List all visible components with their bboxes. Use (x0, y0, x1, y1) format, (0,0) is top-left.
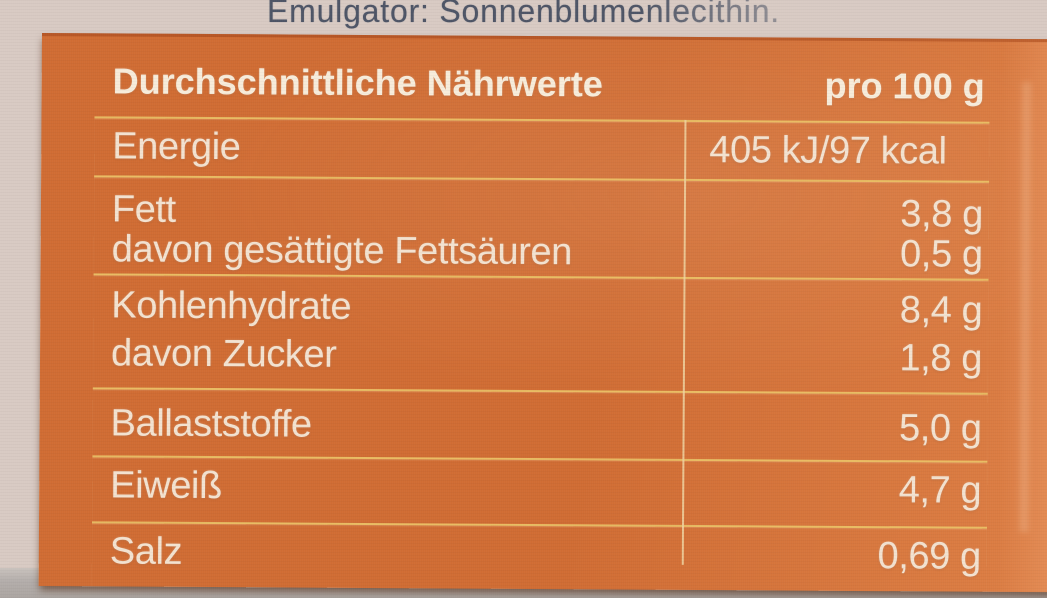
nutrient-value: 4,7 g (898, 468, 982, 512)
nutrient-value: 405 kJ/97 kcal (709, 128, 947, 173)
per-100g-label: pro 100 g (824, 64, 985, 107)
nutrient-value: 0,69 g (877, 534, 981, 578)
nutrient-row: Salz 0,69 g (92, 529, 987, 578)
table-section: Energie 405 kJ/97 kcal (94, 116, 990, 181)
nutrient-label: davon Zucker (110, 331, 337, 376)
nutrient-label: Eiweiß (110, 463, 222, 507)
nutrition-table: Durchschnittliche Nährwerte pro 100 g En… (39, 36, 1000, 592)
nutrition-panel: Durchschnittliche Nährwerte pro 100 g En… (38, 33, 1047, 593)
table-header-row: Durchschnittliche Nährwerte pro 100 g (94, 36, 989, 121)
packet-edge-wash (998, 41, 1047, 593)
table-section: Eiweiß 4,7 g (92, 455, 988, 527)
table-section: Ballaststoffe 5,0 g (92, 387, 988, 461)
ingredients-line: Emulgator: Sonnenblumenlecithin. (266, 0, 780, 29)
nutrient-value: 3,8 g (900, 192, 984, 236)
nutrient-row: davon Zucker 1,8 g (93, 331, 988, 380)
nutrient-value: 1,8 g (899, 336, 983, 380)
table-section: Kohlenhydrate 8,4 g davon Zucker 1,8 g (92, 273, 989, 393)
nutrient-label: Ballaststoffe (110, 401, 312, 446)
nutrient-label: Energie (112, 124, 241, 168)
nutrient-value: 8,4 g (899, 288, 983, 332)
nutrient-row: Ballaststoffe 5,0 g (92, 401, 987, 450)
packet-edge-crease (1016, 81, 1034, 533)
nutrient-row: davon gesättigte Fettsäuren 0,5 g (94, 227, 989, 276)
nutrient-label: davon gesättigte Fettsäuren (111, 227, 573, 273)
table-title: Durchschnittliche Nährwerte (112, 60, 603, 105)
nutrient-value: 5,0 g (898, 406, 982, 450)
nutrient-label: Salz (109, 529, 183, 573)
table-body: Energie 405 kJ/97 kcal Fett 3,8 g davon gesä… (91, 116, 990, 592)
nutrient-value: 0,5 g (900, 232, 983, 276)
nutrient-row: Energie 405 kJ/97 kcal (94, 124, 989, 173)
nutrient-row: Eiweiß 4,7 g (92, 463, 987, 512)
nutrient-row: Kohlenhydrate 8,4 g (93, 283, 988, 332)
table-section: Fett 3,8 g davon gesättigte Fettsäuren 0,5 … (93, 175, 990, 279)
nutrient-label: Kohlenhydrate (111, 283, 352, 328)
table-section: Salz 0,69 g (91, 521, 988, 592)
